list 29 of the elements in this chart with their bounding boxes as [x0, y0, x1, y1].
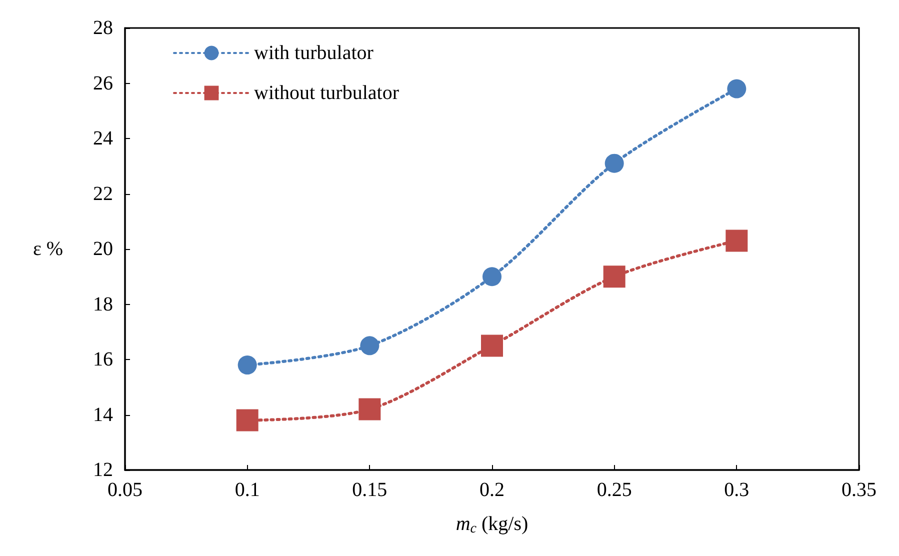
y-axis-title: ε %	[32, 238, 63, 260]
y-tick-label: 20	[93, 238, 113, 260]
point	[726, 230, 748, 252]
y-tick-label: 22	[93, 182, 113, 205]
x-tick-label: 0.05	[108, 479, 142, 501]
point	[603, 266, 626, 288]
y-tick-label: 12	[93, 459, 113, 481]
point	[358, 398, 381, 420]
point	[482, 267, 502, 286]
point	[481, 334, 503, 357]
y-tick-label: 16	[93, 348, 113, 370]
x-tick-label: 0.35	[842, 479, 876, 501]
y-tick-label: 14	[93, 404, 113, 426]
x-tick-label: 0.3	[724, 479, 750, 501]
y-tick-label: 24	[93, 128, 113, 150]
y-tick-label: 28	[93, 17, 113, 39]
x-tick-label: 0.2	[480, 479, 504, 501]
x-tick-label: 0.25	[596, 479, 632, 501]
legend-label: with turbulator	[254, 42, 374, 64]
point	[727, 79, 746, 98]
legend-label: without turbulator	[254, 82, 400, 104]
x-tick-label: 0.15	[352, 479, 388, 501]
point	[360, 336, 380, 356]
y-tick-label: 26	[93, 72, 113, 94]
point	[236, 409, 258, 432]
point	[238, 356, 257, 375]
y-tick-label: 18	[93, 293, 113, 316]
x-tick-label: 0.1	[234, 479, 260, 501]
point	[604, 154, 624, 173]
